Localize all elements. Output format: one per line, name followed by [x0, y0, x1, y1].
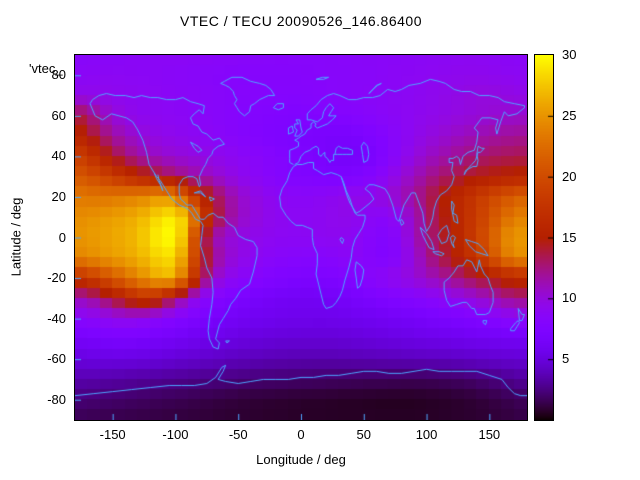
y-tick-label: -20 [47, 270, 66, 286]
x-tick-label: 0 [297, 427, 305, 442]
y-tick-label: -60 [47, 351, 66, 367]
colorbar-canvas [534, 54, 554, 421]
x-tick-label: 100 [415, 427, 438, 442]
y-tick-label: 60 [51, 107, 66, 123]
x-tick-label: 150 [478, 427, 501, 442]
colorbar-tick-label: 15 [562, 229, 577, 245]
x-tick-label: -50 [228, 427, 248, 442]
colorbar-tick-label: 30 [562, 47, 577, 62]
y-tick-label: 80 [51, 67, 66, 83]
y-tick-label: 40 [51, 148, 66, 164]
x-axis-label: Longitude / deg [256, 452, 346, 467]
y-tick-label: 0 [58, 229, 66, 245]
y-tick-label: 20 [51, 188, 66, 204]
x-tick-label: -150 [99, 427, 126, 442]
x-tick-label: 50 [356, 427, 371, 442]
x-tick-label: -100 [162, 427, 189, 442]
tec-heatmap-canvas [74, 54, 528, 421]
y-axis-label: Latitude / deg [8, 197, 24, 277]
colorbar-tick-label: 20 [562, 168, 577, 184]
colorbar-tick-label: 5 [562, 351, 570, 367]
plot-key-label: 'vtec_ [29, 61, 63, 76]
y-tick-label: -40 [47, 310, 66, 326]
colorbar-tick-label: 25 [562, 107, 577, 123]
chart-title: VTEC / TECU 20090526_146.86400 [179, 13, 422, 29]
colorbar-tick-label: 10 [562, 290, 577, 306]
y-tick-label: -80 [47, 391, 66, 407]
